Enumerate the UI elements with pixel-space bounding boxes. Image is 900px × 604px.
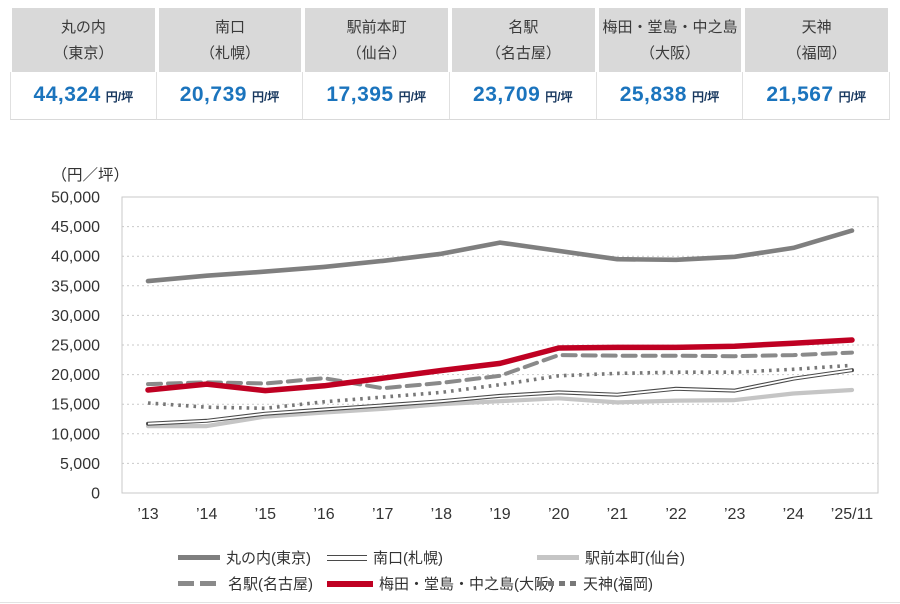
rent-value: 20,739 [179,83,247,106]
summary-value: 20,739 円/坪 [156,72,304,120]
x-tick-label: ’15 [255,506,276,523]
rent-value: 25,838 [619,83,687,106]
x-tick-label: ’25/11 [831,506,874,523]
y-tick-label: 0 [91,486,100,503]
x-tick-label: ’13 [137,506,158,523]
summary-header: 丸の内 （東京） [12,8,155,72]
legend-swatch-sendai-line [537,555,579,560]
series-line-tokyo [145,228,855,284]
city-name: （札幌） [199,44,260,62]
summary-header: 駅前本町 （仙台） [305,8,448,72]
summary-col-meieki-nagoya: 名駅 （名古屋） 23,709 円/坪 [450,8,597,120]
summary-value: 23,709 円/坪 [450,72,597,120]
summary-value: 17,395 円/坪 [303,72,450,120]
summary-col-minamiguchi-sapporo: 南口 （札幌） 20,739 円/坪 [156,8,304,120]
y-axis-title: （円／坪） [51,166,129,184]
city-name: （東京） [53,44,114,62]
bottom-divider [0,602,900,603]
area-name: 南口 [214,19,245,36]
legend-item-fukuoka: 天神(福岡) [537,573,900,594]
legend-swatch-osaka-line [327,580,373,587]
rent-unit: 円/坪 [691,90,720,104]
y-tick-label: 40,000 [51,249,100,266]
rent-unit: 円/坪 [838,90,866,104]
summary-value: 25,838 円/坪 [596,72,744,120]
legend-label-tokyo: 丸の内(東京) [226,550,311,567]
y-tick-label: 15,000 [51,397,100,414]
summary-header: 梅田・堂島・中之島 （大阪） [598,8,742,72]
legend-item-osaka: 梅田・堂島・中之島(大阪) [327,573,554,594]
x-tick-label: ’18 [431,506,452,523]
x-tick-label: ’24 [783,506,804,523]
x-tick-label: ’20 [548,506,569,523]
rent-unit: 円/坪 [398,90,426,104]
summary-header: 南口 （札幌） [158,8,302,72]
rent-value: 17,395 [326,83,394,106]
legend-item-sendai: 駅前本町(仙台) [537,547,900,568]
x-tick-label: ’16 [313,506,334,523]
rent-value: 44,324 [33,83,101,106]
x-tick-label: ’17 [372,506,393,523]
legend-item-nagoya: 名駅(名古屋) [178,573,327,594]
city-rent-summary-table: 丸の内 （東京） 44,324 円/坪 南口 （札幌） 20,739 円/坪 駅前本… [10,8,890,120]
city-name: （大阪） [639,44,700,62]
chart-canvas: 0 5,000 10,000 15,000 20,000 25,000 30,000 35,0… [51,166,879,523]
y-tick-label: 5,000 [60,456,100,473]
rent-unit: 円/坪 [251,90,280,104]
area-name: 天神 [801,19,832,36]
summary-col-umeda-osaka: 梅田・堂島・中之島 （大阪） 25,838 円/坪 [596,8,744,120]
summary-value: 21,567 円/坪 [743,72,890,120]
legend-swatch-fukuoka-line [537,581,577,586]
summary-header: 天神 （福岡） [745,8,888,72]
chart-legend: 丸の内(東京) 南口(札幌) 駅前本町(仙台) 名駅(名古屋) 梅田・堂島・中之… [178,547,900,594]
y-tick-label: 20,000 [51,367,100,384]
legend-swatch-nagoya-line [178,581,222,586]
area-name: 丸の内 [60,19,106,36]
summary-col-ekimaehoncho-sendai: 駅前本町 （仙台） 17,395 円/坪 [303,8,450,120]
legend-item-sapporo: 南口(札幌) [327,547,537,568]
legend-label-fukuoka: 天神(福岡) [583,576,653,593]
series-line-sendai [145,387,855,429]
city-name: （福岡） [786,44,847,62]
legend-label-osaka: 梅田・堂島・中之島(大阪) [379,576,554,593]
legend-label-sendai: 駅前本町(仙台) [585,550,685,567]
x-tick-label: ’22 [665,506,686,523]
rent-unit: 円/坪 [105,90,134,104]
rent-value: 21,567 [766,83,834,106]
x-tick-label: ’23 [724,506,745,523]
x-tick-label: ’21 [607,506,628,523]
area-name: 駅前本町 [346,19,407,36]
city-name: （仙台） [346,44,407,62]
x-tick-label: ’19 [489,506,510,523]
y-tick-label: 35,000 [51,278,100,295]
x-tick-label: ’14 [196,506,217,523]
summary-value: 44,324 円/坪 [10,72,157,120]
y-tick-label: 50,000 [51,190,100,207]
legend-label-sapporo: 南口(札幌) [373,550,443,567]
legend-swatch-tokyo-line [178,555,220,560]
summary-col-marunouchi-tokyo: 丸の内 （東京） 44,324 円/坪 [10,8,157,120]
series-line-inner-sapporo [147,369,853,425]
city-name: （名古屋） [485,44,561,62]
area-name: 名駅 [508,19,539,36]
series-line-osaka [145,337,855,394]
summary-col-tenjin-fukuoka: 天神 （福岡） 21,567 円/坪 [743,8,890,120]
area-name: 梅田・堂島・中之島 [602,19,738,36]
y-tick-label: 45,000 [51,219,100,236]
y-tick-label: 10,000 [51,426,100,443]
rent-value: 23,709 [473,83,541,106]
series-line-nagoya [146,350,854,391]
y-tick-label: 30,000 [51,308,100,325]
legend-label-nagoya: 名駅(名古屋) [228,576,313,593]
y-tick-label: 25,000 [51,338,100,355]
legend-item-tokyo: 丸の内(東京) [178,547,327,568]
summary-header: 名駅 （名古屋） [452,8,595,72]
rent-unit: 円/坪 [545,90,573,104]
legend-swatch-sapporo-line [327,554,367,561]
rent-trend-chart: 0 5,000 10,000 15,000 20,000 25,000 30,000 35,0… [0,160,900,594]
